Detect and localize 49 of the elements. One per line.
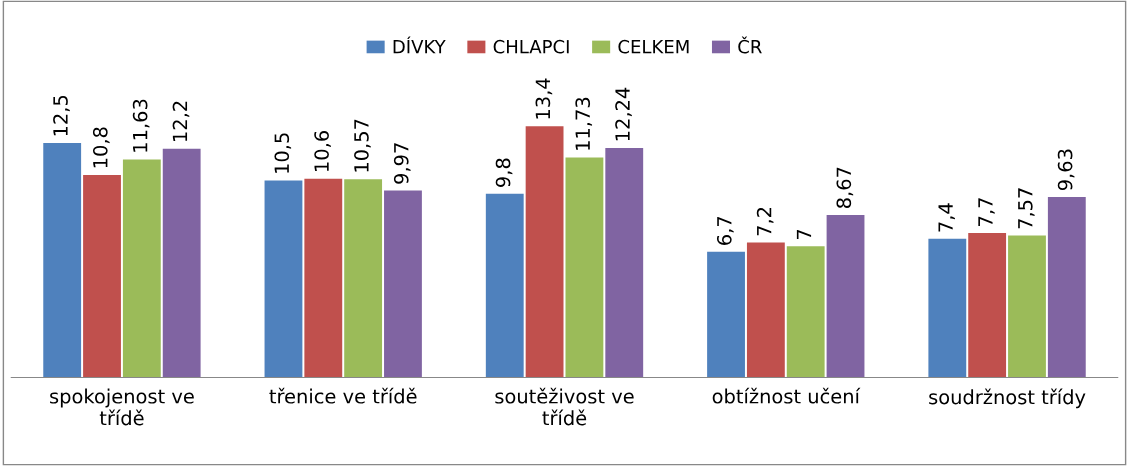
- x-tick-label: soudržnost třídy: [929, 388, 1086, 409]
- bar: [122, 159, 161, 378]
- bar: [264, 180, 303, 378]
- data-label: 10,8: [92, 127, 110, 168]
- data-label: 9,97: [393, 143, 411, 184]
- data-label: 7: [796, 229, 812, 240]
- x-tick-label: třenice ve třídě: [269, 387, 417, 404]
- data-label: 7,57: [1018, 188, 1035, 229]
- bar: [384, 190, 422, 378]
- data-label: 10,5: [274, 133, 292, 173]
- bar: [746, 242, 785, 378]
- x-tick-label: spokojenost ve třídě: [50, 388, 194, 426]
- data-label: 6,7: [716, 217, 734, 245]
- data-label: 10,57: [354, 119, 371, 172]
- data-label: 9,8: [495, 158, 513, 187]
- bar: [968, 233, 1007, 378]
- bar: [525, 126, 564, 378]
- bar: [565, 157, 604, 378]
- legend-label: ČR: [738, 36, 762, 54]
- bar: [707, 251, 745, 378]
- data-label: 12,2: [172, 101, 190, 141]
- bar: [1047, 196, 1086, 378]
- data-label: 12,5: [53, 95, 70, 136]
- legend-label: CELKEM: [618, 39, 689, 54]
- bar: [43, 143, 82, 378]
- legend-label: CHLAPCI: [493, 39, 569, 54]
- data-label: 7,4: [938, 203, 955, 232]
- data-label: 13,4: [535, 78, 553, 119]
- bar: [304, 178, 343, 378]
- bar: [786, 246, 825, 378]
- bar: [1008, 235, 1046, 378]
- data-label: 8,67: [836, 167, 854, 209]
- data-label: 10,6: [314, 131, 331, 171]
- bar: [485, 193, 524, 378]
- bar: [928, 238, 967, 378]
- bar: [605, 147, 644, 378]
- data-label: 7,7: [978, 198, 995, 226]
- bar: [826, 214, 865, 378]
- data-label: 7,2: [756, 207, 774, 236]
- bar: [162, 148, 201, 378]
- bar: [83, 174, 121, 378]
- x-tick-label: obtížnost učení: [712, 387, 861, 404]
- legend-label: DÍVKY: [393, 36, 446, 54]
- data-label: 12,24: [615, 87, 632, 141]
- bar: [344, 179, 383, 378]
- data-label: 11,63: [132, 99, 150, 152]
- data-label: 11,73: [575, 97, 593, 150]
- data-label: 9,63: [1057, 149, 1075, 191]
- x-tick-label: soutěživost ve třídě: [495, 387, 634, 426]
